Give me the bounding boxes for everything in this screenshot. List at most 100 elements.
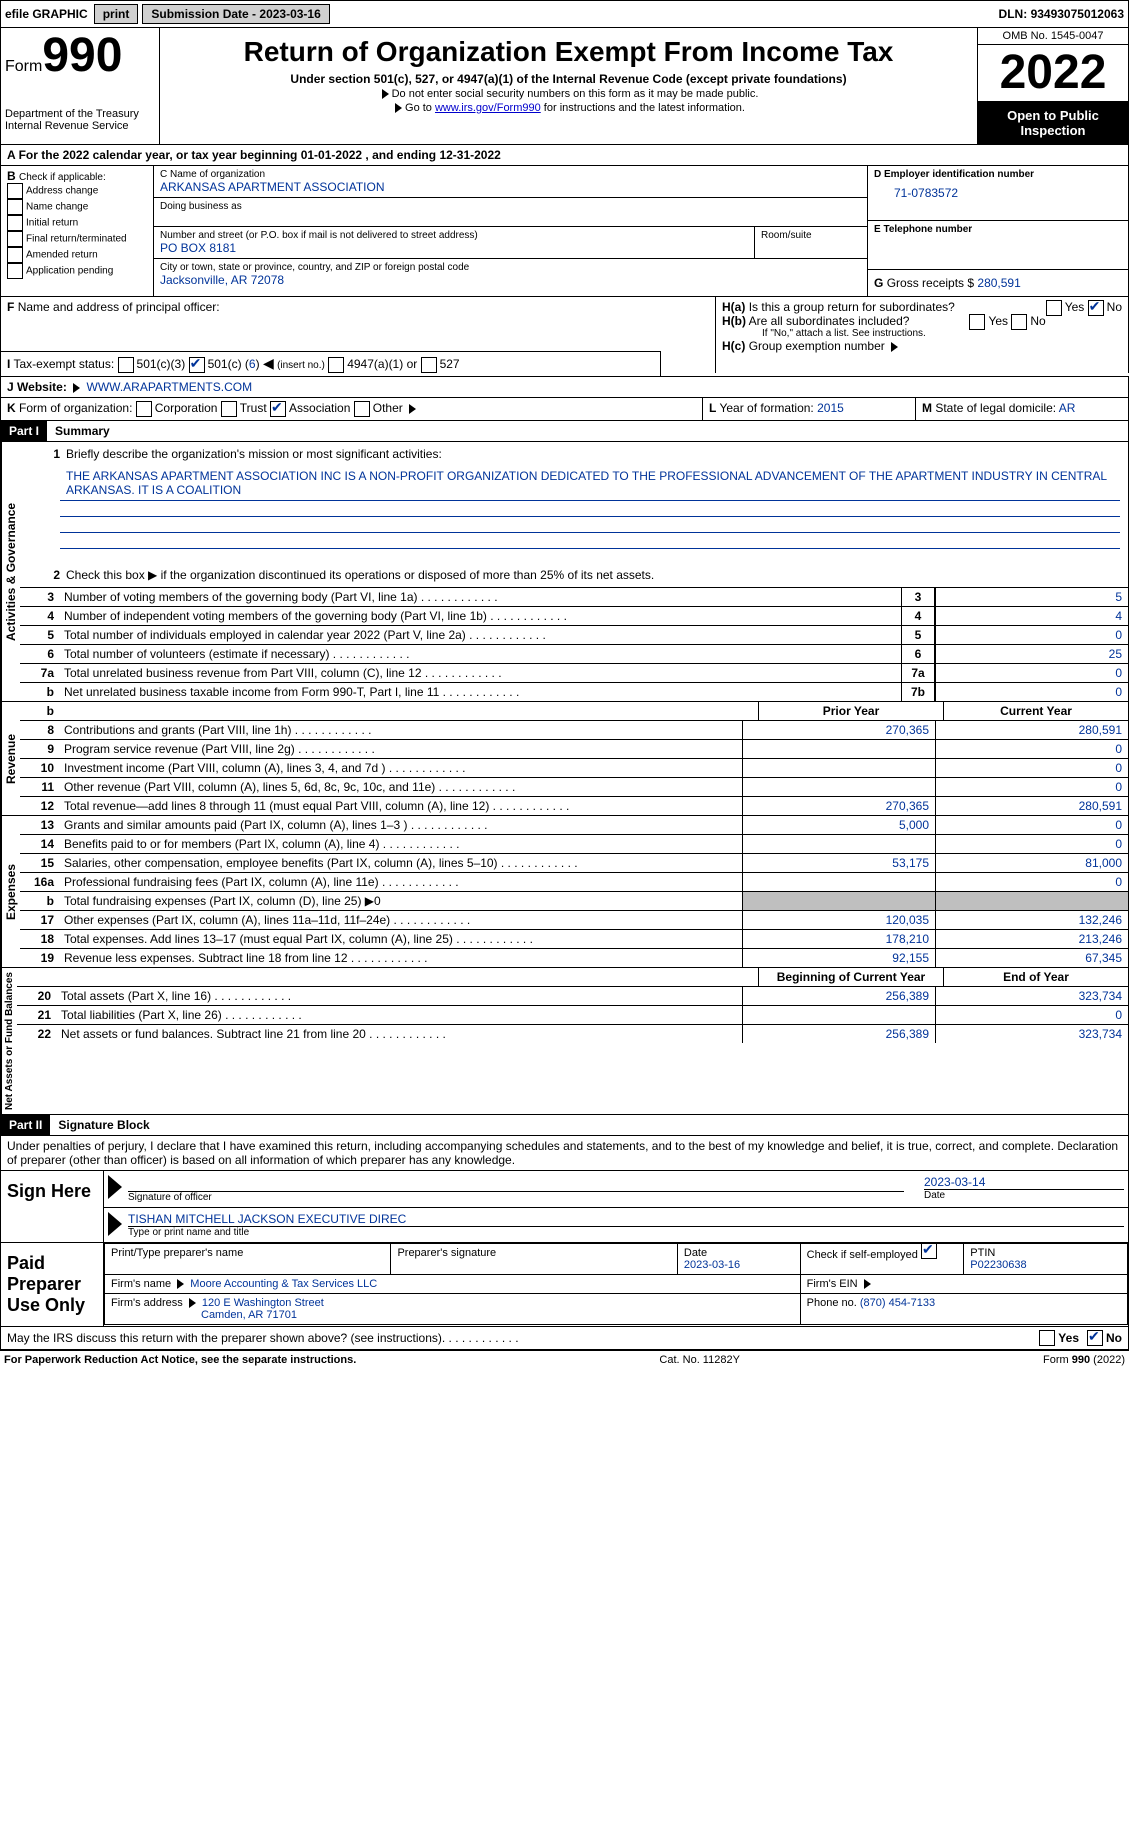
sig-officer-label: Signature of officer — [128, 1192, 904, 1203]
line-desc: Number of voting members of the governin… — [60, 588, 901, 606]
form-subtitle: Under section 501(c), 527, or 4947(a)(1)… — [164, 72, 973, 86]
line-num: 4 — [20, 607, 60, 625]
checkbox-self-employed[interactable] — [921, 1243, 937, 1259]
checkbox-name-change[interactable] — [7, 199, 23, 215]
signature-arrow-icon — [108, 1175, 122, 1199]
top-bar: efile GRAPHIC print Submission Date - 20… — [0, 0, 1129, 28]
footer-mid: Cat. No. 11282Y — [659, 1354, 740, 1366]
line-num: 3 — [20, 588, 60, 606]
form-title: Return of Organization Exempt From Incom… — [164, 36, 973, 68]
line-box: 3 — [901, 588, 935, 606]
prior-value — [742, 740, 935, 758]
line-desc: Professional fundraising fees (Part IX, … — [60, 873, 742, 891]
line-num: 14 — [20, 835, 60, 853]
paid-preparer-label: Paid Preparer Use Only — [1, 1243, 104, 1326]
submission-date: Submission Date - 2023-03-16 — [142, 4, 329, 24]
name-title-label: Type or print name and title — [128, 1227, 1124, 1238]
line-value: 25 — [935, 645, 1128, 663]
irs-link[interactable]: www.irs.gov/Form990 — [435, 102, 541, 114]
checkbox-501c[interactable] — [189, 357, 205, 373]
line-desc: Total assets (Part X, line 16) — [57, 987, 742, 1005]
checkbox-discuss-yes[interactable] — [1039, 1330, 1055, 1346]
firm-addr1: 120 E Washington Street — [202, 1297, 324, 1309]
prior-value — [742, 835, 935, 853]
checkbox-amended-return[interactable] — [7, 247, 23, 263]
city-value: Jacksonville, AR 72078 — [160, 273, 861, 287]
line-num: b — [20, 892, 60, 910]
checkbox-hb-no[interactable] — [1011, 314, 1027, 330]
line-desc: Total number of individuals employed in … — [60, 626, 901, 644]
prior-value: 92,155 — [742, 949, 935, 967]
firm-name: Moore Accounting & Tax Services LLC — [190, 1278, 377, 1290]
line-num: 15 — [20, 854, 60, 872]
prior-value — [742, 1006, 935, 1024]
part2-label: Part II — [1, 1115, 50, 1135]
current-value: 0 — [935, 759, 1128, 777]
arrow-icon — [864, 1279, 871, 1289]
line-num: 18 — [20, 930, 60, 948]
line-desc: Other revenue (Part VIII, column (A), li… — [60, 778, 742, 796]
checkbox-application-pending[interactable] — [7, 263, 23, 279]
current-value: 132,246 — [935, 911, 1128, 929]
print-button[interactable]: print — [94, 4, 139, 24]
checkbox-ha-no[interactable] — [1088, 300, 1104, 316]
line-box: 7b — [901, 683, 935, 701]
phone-label: E Telephone number — [874, 224, 1122, 235]
prior-value: 53,175 — [742, 854, 935, 872]
tax-exempt-row: I Tax-exempt status: 501(c)(3) 501(c) (6… — [0, 351, 661, 376]
prior-value: 270,365 — [742, 721, 935, 739]
current-value: 0 — [935, 873, 1128, 891]
footer-left: For Paperwork Reduction Act Notice, see … — [4, 1354, 356, 1366]
line-desc: Total number of volunteers (estimate if … — [60, 645, 901, 663]
pt-date-label: Date — [684, 1247, 707, 1259]
city-label: City or town, state or province, country… — [160, 262, 861, 273]
col-current-year: Current Year — [943, 702, 1128, 720]
checkbox-501c3[interactable] — [118, 357, 134, 373]
checkbox-other[interactable] — [354, 401, 370, 417]
checkbox-527[interactable] — [421, 357, 437, 373]
self-employed-label: Check if self-employed — [807, 1249, 918, 1261]
line-num: 22 — [17, 1025, 57, 1043]
sig-date-label: Date — [924, 1189, 1124, 1201]
current-value: 323,734 — [935, 987, 1128, 1005]
line-box: 6 — [901, 645, 935, 663]
line-num: 13 — [20, 816, 60, 834]
box-g-label: G — [874, 276, 883, 290]
checkbox-corp[interactable] — [136, 401, 152, 417]
arrow-icon — [395, 103, 402, 113]
checkbox-4947[interactable] — [328, 357, 344, 373]
line-box: 7a — [901, 664, 935, 682]
checkbox-address-change[interactable] — [7, 183, 23, 199]
ha-label: H(a) — [722, 300, 745, 314]
checkbox-trust[interactable] — [221, 401, 237, 417]
website-value: WWW.ARAPARTMENTS.COM — [87, 380, 253, 394]
line-num: 21 — [17, 1006, 57, 1024]
revenue-section: Revenue b Prior Year Current Year 8Contr… — [0, 701, 1129, 815]
col-beginning-year: Beginning of Current Year — [758, 968, 943, 986]
current-value: 280,591 — [935, 797, 1128, 815]
current-value: 0 — [935, 816, 1128, 834]
form-org-row: K Form of organization: Corporation Trus… — [0, 397, 1129, 420]
current-value: 213,246 — [935, 930, 1128, 948]
tax-year: 2022 — [978, 45, 1128, 102]
sig-date: 2023-03-14 — [924, 1175, 1124, 1189]
line-value: 5 — [935, 588, 1128, 606]
dept-treasury: Department of the Treasury — [5, 108, 155, 120]
checkbox-assoc[interactable] — [270, 401, 286, 417]
discuss-question: May the IRS discuss this return with the… — [7, 1331, 442, 1345]
line-num: 12 — [20, 797, 60, 815]
pt-date: 2023-03-16 — [684, 1259, 740, 1271]
current-value: 0 — [935, 1006, 1128, 1024]
current-value: 280,591 — [935, 721, 1128, 739]
checkbox-hb-yes[interactable] — [969, 314, 985, 330]
checkbox-ha-yes[interactable] — [1046, 300, 1062, 316]
part2-title: Signature Block — [50, 1118, 149, 1132]
arrow-icon — [409, 404, 416, 414]
checkbox-final-return[interactable] — [7, 231, 23, 247]
period-line: A For the 2022 calendar year, or tax yea… — [0, 144, 1129, 165]
ein-value: 71-0783572 — [874, 180, 1122, 200]
firm-phone-label: Phone no. — [807, 1297, 857, 1309]
checkbox-discuss-no[interactable] — [1087, 1330, 1103, 1346]
website-row: J Website: WWW.ARAPARTMENTS.COM — [0, 376, 1129, 397]
checkbox-initial-return[interactable] — [7, 215, 23, 231]
